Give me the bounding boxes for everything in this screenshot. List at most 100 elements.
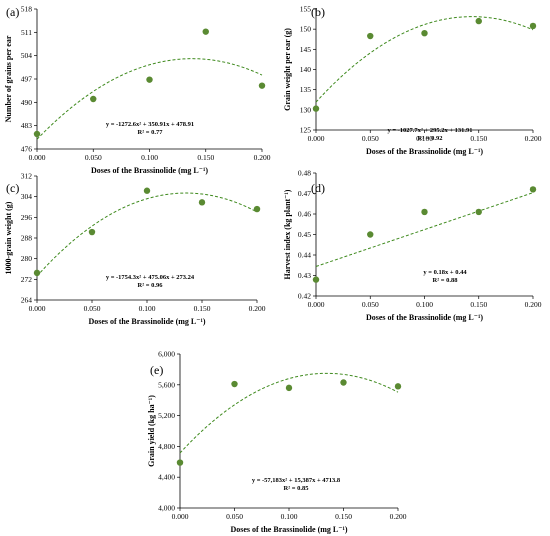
x-tick-label: 0.050 — [362, 300, 379, 309]
y-axis-label: Grain weight per ear (g) — [283, 28, 292, 111]
panel-letter: (e) — [150, 363, 163, 377]
y-tick-label: 125 — [300, 126, 312, 135]
data-point — [529, 22, 537, 30]
y-tick-label: 264 — [21, 296, 33, 305]
data-point — [475, 208, 482, 216]
y-axis-label: 1000-grain weight (g) — [4, 201, 13, 274]
panel-c: (c) 0.000 0.050 0.100 0.150 0.200 264 272 280 288… — [4, 172, 266, 327]
y-tick-label: 6,000 — [158, 350, 175, 359]
data-point — [312, 105, 320, 112]
data-point — [475, 17, 482, 25]
r-squared: R² = 0.88 — [433, 277, 459, 284]
fit-equation: y = -1027.7x² + 295.2x + 131.91 — [387, 127, 472, 134]
data-point — [143, 187, 151, 194]
fit-equation: y = -1754.3x² + 475.06x + 273.24 — [106, 274, 195, 281]
y-tick-label: 0.43 — [298, 271, 311, 280]
r-squared: R² = 0.77 — [138, 129, 164, 136]
r-squared: R² = 0.85 — [284, 485, 310, 492]
data-point — [33, 269, 41, 277]
panel-letter: (d) — [311, 181, 325, 195]
data-point — [176, 459, 184, 466]
data-point — [312, 276, 320, 283]
y-tick-label: 155 — [300, 5, 312, 14]
x-axis-label: Doses of the Brassinolide (mg L⁻¹) — [366, 147, 483, 156]
y-tick-label: 0.48 — [298, 169, 311, 178]
x-tick-label: 0.050 — [84, 304, 101, 313]
y-tick-label: 145 — [300, 45, 312, 54]
x-axis-label: Doses of the Brassinolide (mg L⁻¹) — [91, 166, 208, 175]
data-point — [198, 199, 206, 206]
x-axis-label: Doses of the Brassinolide (mg L⁻¹) — [88, 317, 205, 326]
x-tick-label: 0.200 — [525, 134, 542, 143]
fit-equation: y = -57,183x² + 15,387x + 4713.8 — [252, 477, 341, 484]
x-tick-label: 0.000 — [172, 512, 189, 521]
r-squared: R² = 0.96 — [138, 282, 164, 289]
panel-a: (a) 0.000 0.050 0.100 0.150 0.200 476 483 490 497… — [4, 5, 271, 176]
y-tick-label: 518 — [21, 5, 33, 14]
x-axis-label: Doses of the Brassinolide (mg L⁻¹) — [230, 525, 347, 534]
y-tick-label: 288 — [21, 234, 33, 243]
x-tick-label: 0.100 — [416, 134, 433, 143]
x-tick-label: 0.200 — [525, 300, 542, 309]
y-tick-label: 497 — [21, 75, 33, 84]
y-tick-label: 504 — [21, 51, 33, 60]
panel-e: (e) 0.000 0.050 0.100 0.150 0.200 4,000 4,400 4,… — [147, 350, 407, 535]
data-point — [367, 32, 374, 40]
y-tick-label: 5,600 — [158, 380, 175, 389]
x-axis-label: Doses of the Brassinolide (mg L⁻¹) — [366, 313, 483, 322]
x-tick-label: 0.150 — [194, 304, 211, 313]
panel-d: (d) 0.000 0.050 0.100 0.150 0.200 0.42 0.43 0.44… — [283, 169, 542, 323]
y-tick-label: 483 — [21, 121, 33, 130]
y-tick-label: 0.47 — [298, 189, 311, 198]
x-tick-label: 0.000 — [29, 304, 46, 313]
data-point — [202, 28, 209, 35]
trendline — [315, 192, 534, 267]
y-tick-label: 490 — [21, 98, 33, 107]
y-tick-label: 511 — [21, 28, 32, 37]
data-point — [394, 383, 402, 390]
y-tick-label: 0.44 — [298, 251, 311, 260]
y-tick-label: 0.45 — [298, 230, 311, 239]
x-tick-label: 0.200 — [390, 512, 407, 521]
data-point — [146, 76, 153, 83]
panel-letter: (c) — [6, 181, 19, 195]
trendline — [315, 16, 534, 103]
x-tick-label: 0.150 — [470, 134, 487, 143]
y-tick-label: 130 — [300, 105, 312, 114]
r-squared: R² = 0.92 — [418, 135, 443, 142]
y-tick-label: 150 — [300, 25, 312, 34]
x-tick-label: 0.050 — [85, 153, 102, 162]
y-tick-label: 280 — [21, 254, 33, 263]
panel-letter: (b) — [311, 5, 325, 19]
x-tick-label: 0.050 — [226, 512, 243, 521]
y-tick-label: 296 — [21, 213, 33, 222]
data-point — [258, 82, 266, 89]
data-point — [340, 379, 347, 386]
fit-equation: y = 0.18x + 0.44 — [423, 269, 467, 276]
y-tick-label: 0.42 — [298, 292, 311, 301]
x-tick-label: 0.200 — [254, 153, 271, 162]
y-tick-label: 304 — [21, 192, 33, 201]
trendline — [36, 58, 263, 140]
y-tick-label: 476 — [21, 145, 33, 154]
y-tick-label: 140 — [300, 65, 312, 74]
data-point — [367, 231, 374, 238]
y-tick-label: 4,000 — [158, 504, 175, 513]
x-tick-label: 0.100 — [416, 300, 433, 309]
x-tick-label: 0.150 — [335, 512, 352, 521]
trendline — [179, 372, 399, 454]
x-tick-label: 0.100 — [141, 153, 158, 162]
y-tick-label: 5,200 — [158, 411, 175, 420]
y-tick-label: 135 — [300, 85, 312, 94]
data-point — [90, 95, 97, 103]
y-tick-label: 272 — [21, 275, 33, 284]
x-tick-label: 0.100 — [281, 512, 298, 521]
data-point — [33, 130, 41, 138]
data-point — [529, 186, 537, 193]
data-point — [285, 384, 293, 392]
trendline — [36, 192, 258, 277]
data-point — [421, 208, 428, 216]
y-tick-label: 4,400 — [158, 473, 175, 482]
y-axis-label: Number of grains per ear — [4, 35, 13, 122]
